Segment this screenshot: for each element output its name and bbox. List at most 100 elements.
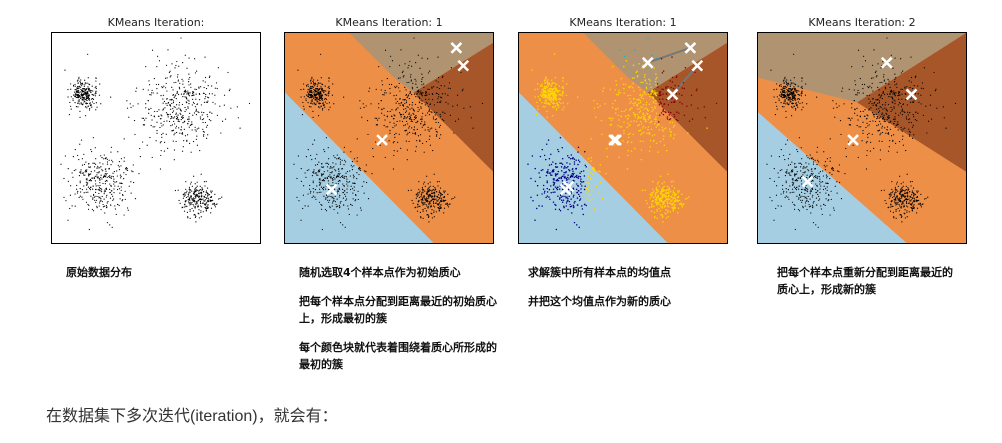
data-point <box>790 106 793 108</box>
data-point <box>172 108 174 110</box>
data-point <box>665 189 668 192</box>
data-point <box>352 174 355 176</box>
data-point <box>315 90 317 92</box>
data-point <box>876 99 878 101</box>
data-point <box>91 150 93 153</box>
data-point <box>405 94 408 96</box>
data-point <box>573 202 576 204</box>
data-point <box>98 177 101 180</box>
data-point <box>671 76 674 79</box>
data-point <box>677 85 680 87</box>
data-point <box>74 83 76 86</box>
data-point <box>661 201 663 203</box>
data-point <box>207 195 209 197</box>
data-point <box>659 91 661 94</box>
data-point <box>362 103 364 105</box>
data-point <box>562 85 564 88</box>
data-point <box>446 203 448 205</box>
data-point <box>63 196 65 198</box>
data-point <box>869 85 871 87</box>
data-point <box>644 189 646 191</box>
data-point <box>912 124 914 126</box>
data-point <box>550 163 553 166</box>
data-point <box>416 193 418 195</box>
data-point <box>307 88 309 91</box>
data-point <box>820 181 822 183</box>
data-point <box>424 95 426 97</box>
data-point <box>836 181 838 183</box>
data-point <box>82 99 84 101</box>
data-point <box>871 133 873 135</box>
data-point <box>158 109 160 111</box>
data-point <box>379 144 381 146</box>
data-point <box>117 185 119 187</box>
data-point <box>338 204 340 207</box>
centroid-marker <box>450 42 463 54</box>
data-point <box>600 119 603 122</box>
data-point <box>889 86 891 88</box>
data-point <box>338 174 340 176</box>
data-point <box>151 92 153 94</box>
data-point <box>893 106 895 108</box>
data-point <box>425 93 427 95</box>
data-point <box>788 99 790 101</box>
data-point <box>428 114 431 116</box>
data-point <box>637 99 639 101</box>
data-point <box>125 173 127 176</box>
data-point <box>142 88 144 90</box>
data-point <box>354 182 356 185</box>
data-point <box>542 184 545 187</box>
data-point <box>102 182 104 185</box>
data-point <box>794 98 796 100</box>
data-point <box>660 199 663 202</box>
data-point <box>293 163 295 165</box>
data-point <box>778 98 780 100</box>
data-point <box>78 85 81 87</box>
data-point <box>592 166 595 169</box>
region-brown <box>857 33 966 172</box>
data-point <box>878 108 880 110</box>
data-point <box>854 84 857 86</box>
data-point <box>429 103 431 106</box>
data-point <box>90 180 93 182</box>
data-point <box>906 86 908 88</box>
data-point <box>784 175 787 177</box>
data-point <box>188 120 190 122</box>
data-point <box>624 83 627 86</box>
data-point <box>318 161 320 163</box>
data-point <box>104 173 106 175</box>
data-point <box>342 191 344 194</box>
data-point <box>872 104 874 106</box>
data-point <box>328 102 330 104</box>
data-point <box>303 83 305 85</box>
data-point <box>829 138 831 140</box>
data-point <box>631 107 633 109</box>
data-point <box>829 214 831 216</box>
data-point <box>656 217 658 220</box>
data-point <box>558 198 561 200</box>
data-point <box>185 200 187 202</box>
data-point <box>427 129 429 131</box>
data-point <box>552 201 555 204</box>
data-point <box>870 141 872 143</box>
data-point <box>431 99 434 101</box>
data-point <box>672 204 674 206</box>
data-point <box>883 80 885 82</box>
data-point <box>644 127 647 129</box>
data-point <box>411 101 414 104</box>
data-point <box>203 181 206 183</box>
data-point <box>343 185 345 187</box>
data-point <box>334 178 336 180</box>
data-point <box>321 163 323 165</box>
data-point <box>334 157 336 159</box>
plot-canvas-2 <box>285 33 493 243</box>
data-point <box>884 199 886 202</box>
data-point <box>440 204 442 206</box>
data-point <box>78 78 80 80</box>
data-point <box>632 64 635 67</box>
data-point <box>810 180 812 182</box>
data-point <box>447 87 449 89</box>
data-point <box>555 94 557 96</box>
data-point <box>113 188 115 190</box>
data-point <box>173 149 176 151</box>
